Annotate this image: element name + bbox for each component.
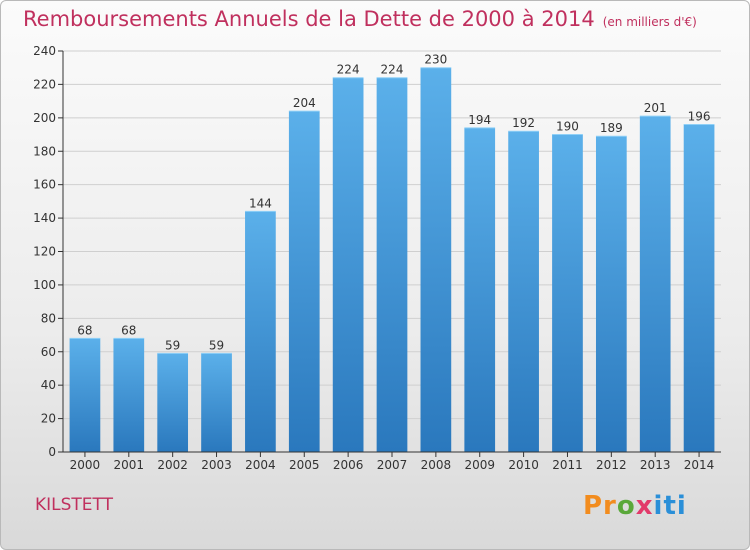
y-tick-label-240: 240 xyxy=(33,44,56,58)
y-tick-label-20: 20 xyxy=(41,412,56,426)
bar-2005 xyxy=(288,111,320,453)
bar-value-label-2002: 59 xyxy=(165,338,180,352)
bars: 68 68 59 59 144 204 224 224 230 194 192 190 189 201 19… xyxy=(69,53,715,453)
proxiti-logo: Proxiti xyxy=(583,491,687,521)
x-tick-label-2006: 2006 xyxy=(333,458,364,472)
y-tick-label-120: 120 xyxy=(33,245,56,259)
bar-2014 xyxy=(683,124,715,453)
y-tick-label-0: 0 xyxy=(48,445,56,459)
x-tick-label-2003: 2003 xyxy=(201,458,232,472)
axes: 0 20 40 60 80 100 120 140 160 180 200 220 240 2000 200… xyxy=(33,44,721,472)
x-tick-label-2000: 2000 xyxy=(70,458,101,472)
x-tick-label-2013: 2013 xyxy=(640,458,671,472)
bar-2006 xyxy=(332,77,364,452)
bar-value-label-2014: 196 xyxy=(688,110,711,124)
x-tick-label-2009: 2009 xyxy=(464,458,495,472)
y-tick-label-100: 100 xyxy=(33,278,56,292)
bar-value-label-2001: 68 xyxy=(121,323,136,337)
bar-2007 xyxy=(376,77,408,452)
bar-2013 xyxy=(639,116,671,452)
x-tick-label-2010: 2010 xyxy=(508,458,539,472)
bar-value-label-2013: 201 xyxy=(644,101,667,115)
bar-2009 xyxy=(464,127,496,452)
chart-title-text: Remboursements Annuels de la Dette de 20… xyxy=(23,7,595,31)
bar-value-label-2005: 204 xyxy=(293,96,316,110)
x-tick-label-2012: 2012 xyxy=(596,458,627,472)
bar-2001 xyxy=(113,338,145,452)
bar-2004 xyxy=(245,211,276,452)
bar-value-label-2011: 190 xyxy=(556,120,579,134)
bar-2012 xyxy=(595,136,627,452)
bar-2010 xyxy=(508,131,539,452)
x-tick-label-2004: 2004 xyxy=(245,458,276,472)
bar-value-label-2008: 230 xyxy=(424,53,447,67)
x-tick-label-2014: 2014 xyxy=(684,458,715,472)
bar-value-label-2003: 59 xyxy=(209,338,224,352)
y-tick-label-60: 60 xyxy=(41,345,56,359)
y-tick-label-220: 220 xyxy=(33,77,56,91)
y-tick-label-180: 180 xyxy=(33,144,56,158)
y-tick-label-200: 200 xyxy=(33,111,56,125)
y-tick-label-80: 80 xyxy=(41,311,56,325)
y-tick-label-140: 140 xyxy=(33,211,56,225)
bar-value-label-2004: 144 xyxy=(249,196,272,210)
bar-2000 xyxy=(69,338,101,452)
bar-value-label-2006: 224 xyxy=(337,63,360,77)
x-tick-label-2007: 2007 xyxy=(377,458,408,472)
bar-value-label-2009: 194 xyxy=(468,113,491,127)
x-tick-label-2005: 2005 xyxy=(289,458,320,472)
logo-letters-pr: Pr xyxy=(583,491,617,521)
x-tick-label-2011: 2011 xyxy=(552,458,583,472)
bar-chart: 68 68 59 59 144 204 224 224 230 194 192 190 189 201 19… xyxy=(33,44,721,472)
commune-label: KILSTETT xyxy=(35,495,114,515)
x-tick-label-2008: 2008 xyxy=(421,458,452,472)
logo-letters-iti: iti xyxy=(653,491,687,521)
y-tick-label-40: 40 xyxy=(41,378,56,392)
bar-2003 xyxy=(201,353,232,452)
x-tick-label-2002: 2002 xyxy=(157,458,188,472)
chart-unit-label: (en milliers d'€) xyxy=(602,15,697,29)
x-tick-label-2001: 2001 xyxy=(114,458,145,472)
bar-2002 xyxy=(157,353,189,452)
logo-letter-o: o xyxy=(616,491,636,521)
logo-letter-x: x xyxy=(635,491,654,521)
bar-value-label-2012: 189 xyxy=(600,121,623,135)
bar-value-label-2010: 192 xyxy=(512,116,535,130)
y-tick-label-160: 160 xyxy=(33,178,56,192)
bar-2011 xyxy=(552,134,583,452)
bar-2008 xyxy=(420,67,452,452)
bar-value-label-2000: 68 xyxy=(77,323,92,337)
bar-value-label-2007: 224 xyxy=(381,63,404,77)
chart-title: Remboursements Annuels de la Dette de 20… xyxy=(23,7,697,31)
